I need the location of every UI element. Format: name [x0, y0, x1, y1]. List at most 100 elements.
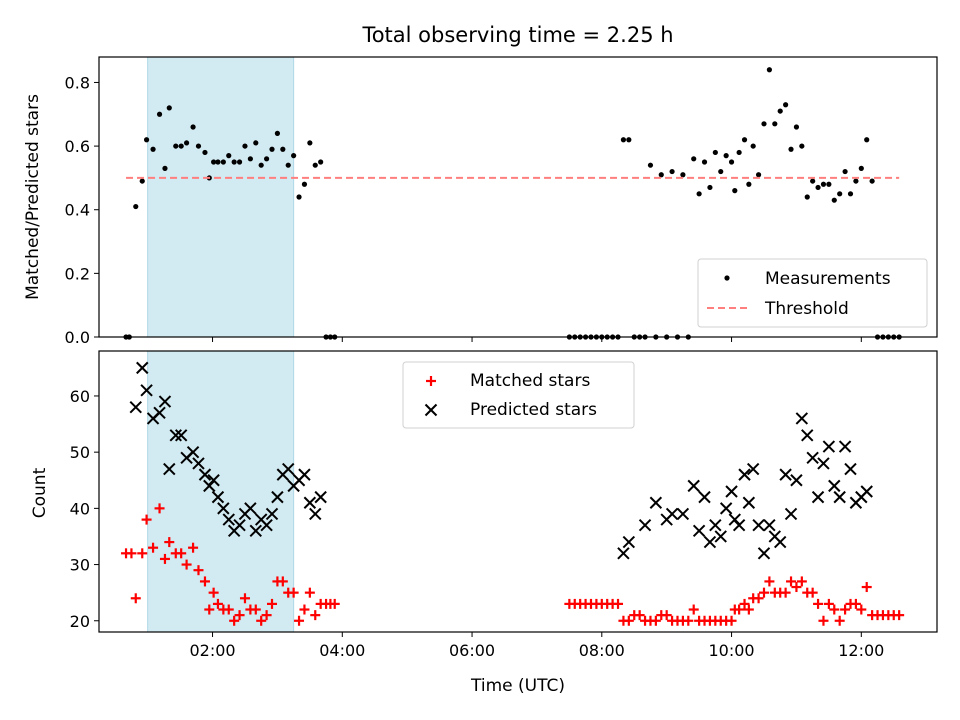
- measurement-point: [258, 162, 264, 168]
- measurement-point: [680, 172, 686, 178]
- measurement-point: [831, 197, 837, 203]
- predicted-point: [153, 406, 166, 420]
- predicted-point: [719, 502, 733, 515]
- predicted-point: [752, 519, 765, 532]
- x-tick-label: 04:00: [319, 641, 365, 660]
- measurement-point: [195, 143, 202, 149]
- matched-point: [688, 604, 699, 615]
- measurement-point: [864, 137, 870, 143]
- predicted-point: [186, 445, 200, 459]
- predicted-point: [784, 507, 798, 521]
- top-plot-area: [123, 67, 902, 340]
- measurement-point: [766, 67, 773, 73]
- measurement-point: [746, 181, 752, 187]
- predicted-point: [169, 429, 182, 442]
- predicted-point: [665, 507, 679, 521]
- top-legend-box: [697, 258, 928, 328]
- matched-point: [130, 593, 141, 604]
- bottom-panel: 02:00 04:00 06:00 08:00 10:00 12:00 20 30 40 50 60…: [30, 350, 938, 696]
- matched-point: [856, 604, 867, 615]
- measurement-point: [226, 153, 232, 159]
- measurement-point: [253, 140, 259, 146]
- y-tick-label: 60: [70, 387, 90, 406]
- measurement-point: [296, 194, 302, 200]
- y-tick-label: 0.6: [65, 137, 90, 156]
- predicted-point: [303, 496, 317, 509]
- y-tick-label: 0.4: [65, 201, 90, 220]
- x-tick-label: 10:00: [709, 641, 755, 660]
- measurement-point: [264, 156, 270, 162]
- predicted-point: [174, 429, 188, 442]
- y-tick-label: 40: [70, 499, 90, 518]
- y-tick-label: 0.2: [65, 264, 90, 283]
- y-tick-label: 0.0: [65, 328, 90, 347]
- predicted-point: [687, 479, 700, 493]
- matched-point: [304, 587, 315, 598]
- predicted-point: [817, 457, 830, 470]
- legend-matched-marker: [426, 376, 436, 386]
- legend-matched-label: Matched stars: [470, 371, 590, 391]
- predicted-point: [207, 474, 220, 487]
- matched-point: [823, 598, 834, 609]
- predicted-point: [714, 530, 727, 543]
- measurement-point: [707, 184, 713, 191]
- bottom-y-axis-label: Count: [30, 467, 50, 518]
- legend-predicted-marker: [424, 403, 438, 417]
- measurement-point: [788, 146, 794, 152]
- matched-point: [154, 503, 165, 514]
- y-tick-label: 0.8: [65, 73, 90, 92]
- matched-point: [239, 593, 250, 604]
- measurement-point: [837, 191, 843, 197]
- matched-point: [613, 598, 624, 609]
- matched-point: [813, 598, 824, 609]
- matched-point: [743, 604, 754, 615]
- matched-point: [780, 587, 791, 598]
- measurement-point: [696, 191, 702, 197]
- top-panel: 0.0 0.2 0.4 0.6 0.8 Total observing time = 2…: [23, 23, 938, 347]
- bottom-legend-box: [402, 361, 635, 429]
- measurement-point: [853, 178, 859, 184]
- measurement-point: [783, 102, 789, 108]
- matched-point: [223, 604, 234, 615]
- measurement-point: [202, 149, 208, 156]
- top-axes-frame: [98, 56, 938, 338]
- measurement-point: [712, 149, 718, 156]
- measurement-point: [815, 184, 821, 191]
- top-observing-span: [147, 56, 295, 338]
- predicted-point: [790, 474, 803, 487]
- predicted-point: [309, 507, 322, 521]
- predicted-point: [136, 361, 149, 375]
- matched-point: [159, 553, 170, 564]
- matched-point: [829, 604, 840, 615]
- predicted-point: [844, 462, 857, 476]
- y-tick-label: 30: [70, 556, 90, 575]
- predicted-point: [158, 395, 172, 408]
- measurement-point: [626, 137, 632, 143]
- predicted-point: [725, 485, 738, 498]
- predicted-point: [709, 519, 722, 532]
- predicted-point: [265, 507, 279, 521]
- matched-point: [634, 610, 645, 621]
- matched-point: [267, 598, 278, 609]
- matched-point: [834, 615, 845, 626]
- measurement-point: [291, 153, 297, 159]
- legend-measurements-marker: [724, 275, 730, 281]
- matched-point: [299, 604, 310, 615]
- predicted-point: [298, 468, 311, 481]
- measurement-point: [658, 172, 664, 178]
- measurement-point: [718, 168, 724, 175]
- predicted-point: [649, 496, 663, 509]
- measurement-point: [190, 124, 196, 130]
- matched-point: [176, 548, 187, 559]
- matched-point: [208, 587, 219, 598]
- x-tick-label: 12:00: [838, 641, 884, 660]
- measurement-point: [162, 165, 168, 171]
- measurement-point: [820, 181, 827, 187]
- predicted-point: [738, 468, 751, 481]
- measurement-point: [274, 130, 281, 136]
- predicted-point: [233, 519, 246, 532]
- measurement-point: [777, 108, 783, 114]
- predicted-point: [244, 502, 257, 515]
- matched-point: [229, 615, 240, 626]
- predicted-point: [222, 513, 235, 526]
